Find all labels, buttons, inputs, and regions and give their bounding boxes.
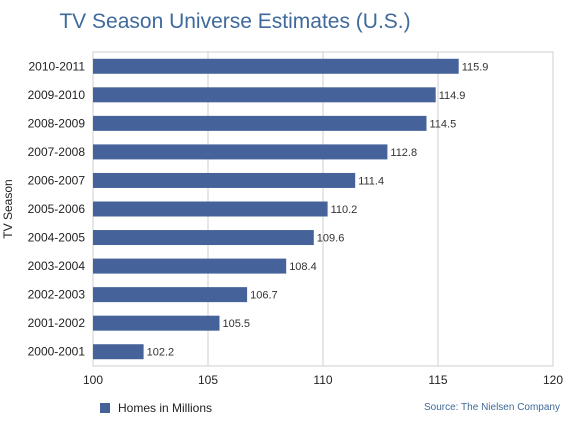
legend-label: Homes in Millions (118, 401, 213, 415)
y-tick-label: 2001-2002 (28, 316, 86, 330)
data-label: 106.7 (250, 290, 278, 302)
bar (93, 230, 314, 246)
x-tick-label: 120 (543, 373, 563, 387)
data-label: 108.4 (289, 261, 317, 273)
bar (93, 315, 220, 331)
data-label: 109.6 (317, 233, 345, 245)
data-label: 115.9 (462, 61, 489, 73)
x-tick-label: 110 (313, 373, 332, 387)
bar (93, 344, 144, 360)
y-tick-label: 2005-2006 (28, 202, 86, 216)
data-label: 114.5 (430, 118, 457, 130)
legend: Homes in Millions (100, 401, 212, 415)
y-tick-label: 2007-2008 (28, 145, 86, 159)
data-label: 110.2 (331, 204, 358, 216)
source-note: Source: The Nielsen Company (424, 402, 560, 413)
x-tick-label: 100 (83, 373, 103, 387)
bar (93, 87, 436, 103)
y-tick-label: 2002-2003 (28, 288, 86, 302)
data-label: 102.2 (147, 347, 175, 359)
x-tick-label: 105 (198, 373, 218, 387)
x-tick-label: 115 (428, 373, 447, 387)
bar (93, 115, 427, 131)
y-tick-label: 2000-2001 (28, 345, 86, 359)
chart-title: TV Season Universe Estimates (U.S.) (59, 10, 411, 33)
y-tick-label: 2003-2004 (28, 259, 86, 273)
y-axis-title: TV Season (1, 179, 15, 238)
data-label: 105.5 (223, 318, 251, 330)
y-tick-label: 2006-2007 (28, 173, 86, 187)
y-tick-label: 2009-2010 (28, 88, 86, 102)
bar (93, 144, 388, 160)
data-label: 111.4 (358, 175, 384, 187)
y-tick-label: 2008-2009 (28, 116, 86, 130)
y-tick-label: 2010-2011 (29, 59, 86, 73)
bar (93, 258, 287, 274)
legend-swatch (100, 403, 110, 413)
y-tick-label: 2004-2005 (28, 231, 86, 245)
data-label: 112.8 (390, 147, 417, 159)
bar (93, 172, 356, 188)
bar (93, 287, 248, 303)
data-label: 114.9 (439, 90, 466, 102)
bar (93, 201, 328, 217)
bar (93, 58, 459, 74)
